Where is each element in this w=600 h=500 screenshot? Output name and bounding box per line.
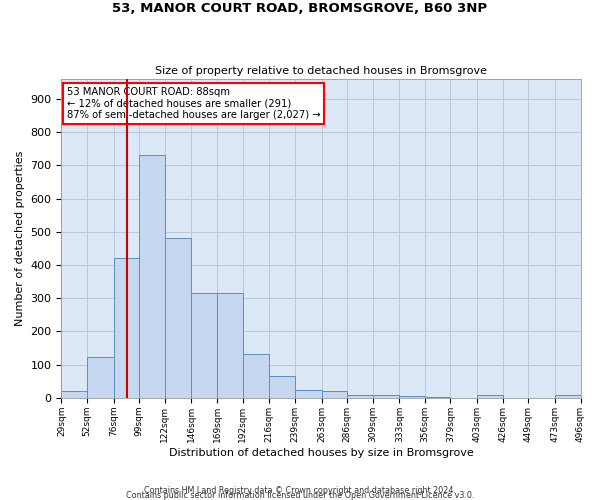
Bar	[191, 294, 217, 398]
Text: Contains public sector information licensed under the Open Government Licence v3: Contains public sector information licen…	[126, 490, 474, 500]
Bar	[322, 392, 347, 398]
Text: Contains HM Land Registry data © Crown copyright and database right 2024.: Contains HM Land Registry data © Crown c…	[144, 486, 456, 495]
Text: 53, MANOR COURT ROAD, BROMSGROVE, B60 3NP: 53, MANOR COURT ROAD, BROMSGROVE, B60 3N…	[112, 2, 488, 16]
Bar	[295, 390, 322, 398]
Bar	[217, 294, 242, 398]
Bar	[400, 396, 425, 398]
Bar	[269, 376, 295, 398]
X-axis label: Distribution of detached houses by size in Bromsgrove: Distribution of detached houses by size …	[169, 448, 473, 458]
Title: Size of property relative to detached houses in Bromsgrove: Size of property relative to detached ho…	[155, 66, 487, 76]
Bar	[477, 394, 503, 398]
Text: 53 MANOR COURT ROAD: 88sqm
← 12% of detached houses are smaller (291)
87% of sem: 53 MANOR COURT ROAD: 88sqm ← 12% of deta…	[67, 87, 320, 120]
Bar	[425, 397, 451, 398]
Bar	[165, 238, 191, 398]
Bar	[87, 358, 113, 398]
Bar	[242, 354, 269, 398]
Bar	[555, 394, 581, 398]
Bar	[347, 394, 373, 398]
Bar	[113, 258, 139, 398]
Y-axis label: Number of detached properties: Number of detached properties	[15, 151, 25, 326]
Bar	[139, 155, 165, 398]
Bar	[373, 394, 400, 398]
Bar	[61, 392, 87, 398]
